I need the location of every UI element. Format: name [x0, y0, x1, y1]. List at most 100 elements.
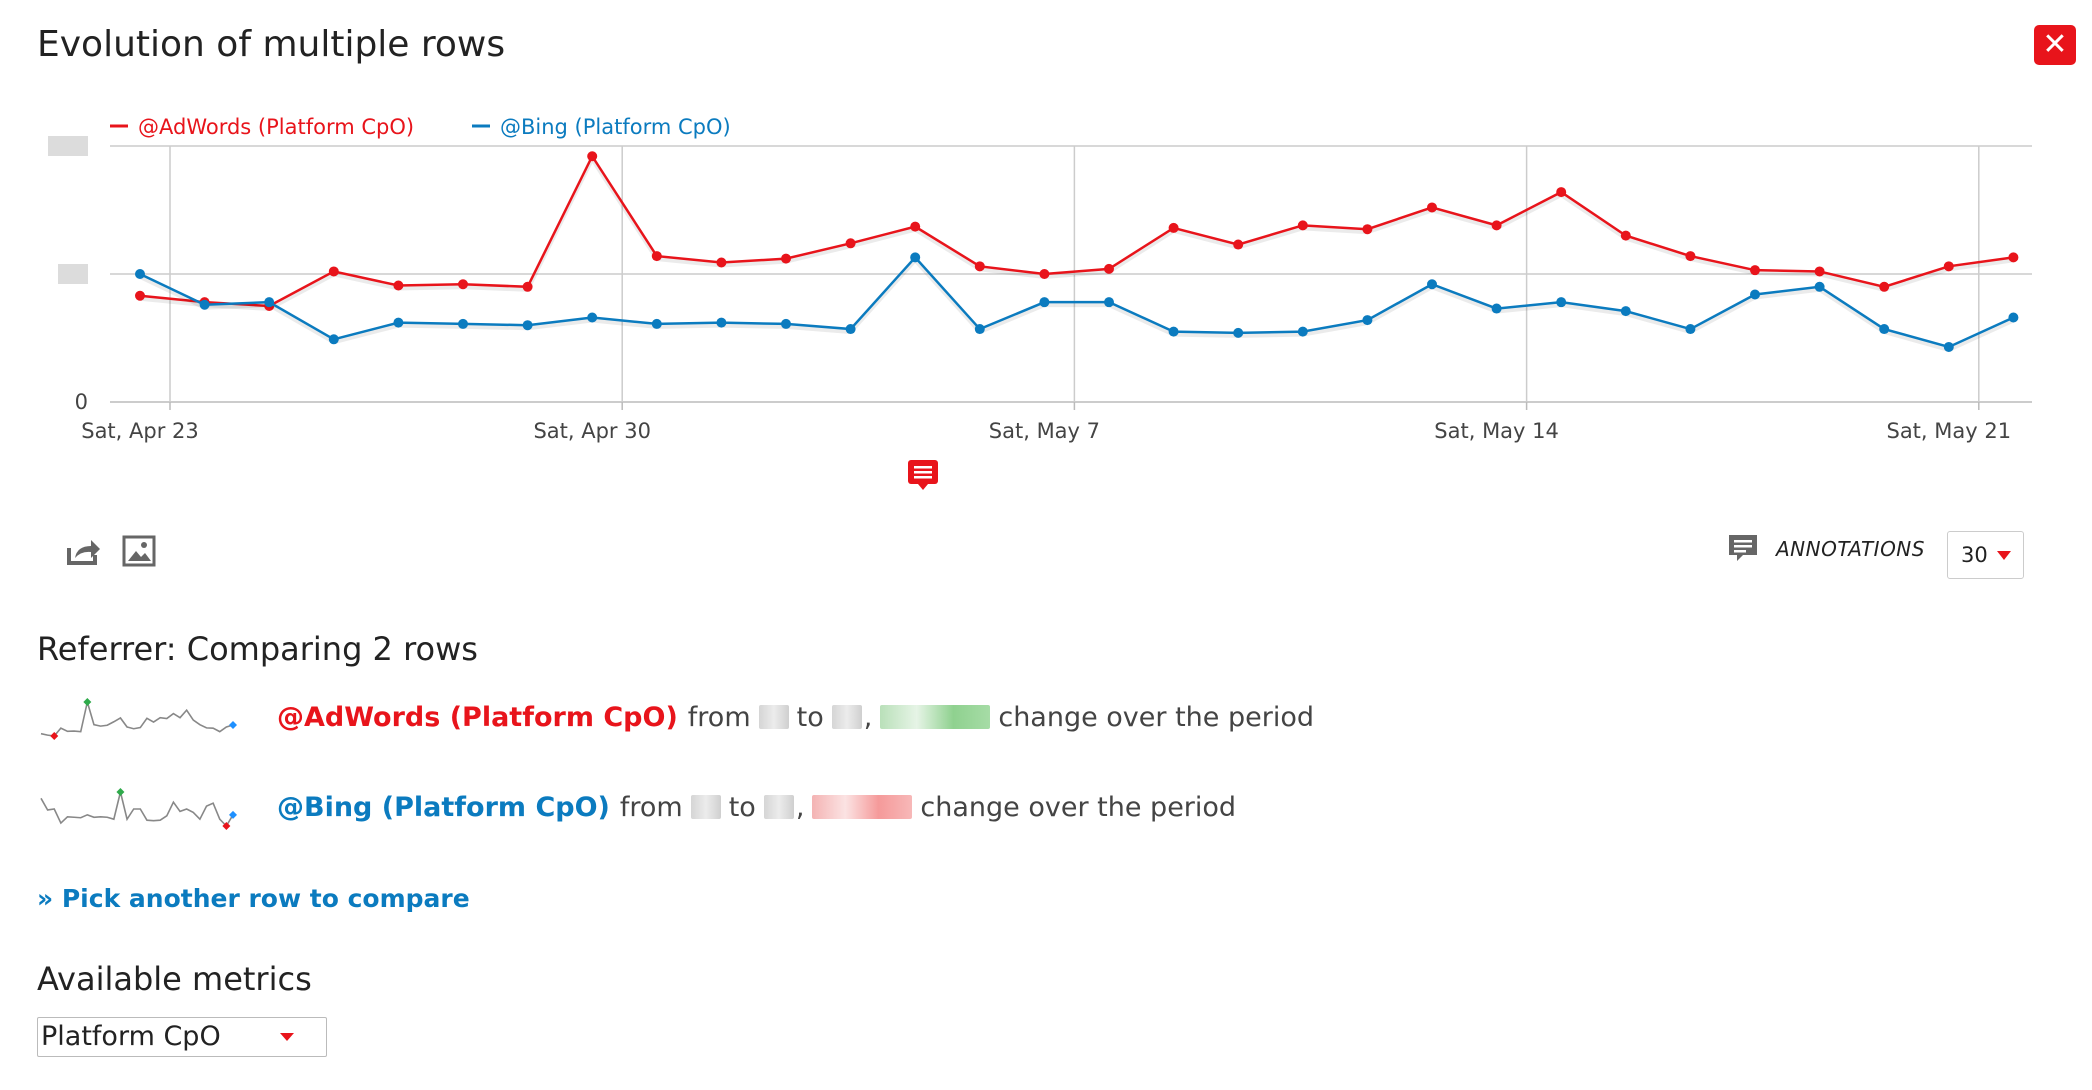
data-point	[522, 281, 533, 292]
data-point	[974, 324, 985, 335]
data-point	[716, 317, 727, 328]
data-point	[2008, 252, 2019, 263]
to-text: to	[796, 701, 824, 733]
data-point	[1620, 306, 1631, 317]
redacted-change	[812, 795, 913, 819]
data-point	[910, 221, 921, 232]
data-point	[1168, 222, 1179, 233]
data-point	[1685, 324, 1696, 335]
data-point	[458, 318, 468, 329]
data-point	[1362, 315, 1373, 326]
row-name[interactable]: @AdWords (Platform CpO)	[277, 701, 678, 733]
data-point	[2008, 312, 2019, 323]
evolution-chart: Sat, Apr 23 Sat, Apr 30 Sat, May 7 Sat, May…	[0, 100, 2092, 500]
sparkline-max-point	[116, 788, 125, 796]
data-point	[1814, 281, 1825, 292]
sparkline-min-point	[222, 822, 231, 830]
data-point	[974, 261, 985, 272]
data-point	[458, 279, 468, 290]
sparkline	[40, 788, 237, 830]
data-point	[393, 317, 404, 328]
export-icon[interactable]	[64, 532, 102, 570]
series-line	[139, 255, 2014, 349]
data-point	[1233, 239, 1244, 250]
data-point	[1233, 327, 1244, 338]
annotation-marker-line	[914, 476, 932, 479]
metric-select[interactable]: Platform CpO	[37, 1017, 327, 1057]
data-point	[1104, 263, 1114, 274]
data-point	[1685, 251, 1696, 262]
comparison-title: Referrer: Comparing 2 rows	[37, 630, 478, 668]
data-point	[264, 297, 275, 308]
data-point	[1879, 281, 1890, 292]
data-point	[587, 151, 598, 162]
redacted-value	[758, 705, 789, 729]
data-point	[781, 318, 791, 329]
data-point	[845, 238, 856, 249]
comma-text: ,	[863, 701, 873, 733]
redacted-value	[831, 705, 862, 729]
comparison-row: @AdWords (Platform CpO) from to , change…	[37, 692, 1314, 742]
chevron-down-icon	[1997, 551, 2011, 560]
series-line	[139, 153, 2014, 308]
data-point	[199, 299, 210, 310]
data-point	[522, 320, 533, 331]
data-point	[328, 266, 339, 277]
annotation-marker-line	[914, 471, 932, 474]
data-point	[1039, 269, 1050, 279]
change-suffix: change over the period	[920, 791, 1237, 823]
annotation-marker-tail	[918, 484, 928, 490]
data-point	[1556, 187, 1567, 198]
data-point	[1297, 220, 1308, 231]
redacted-value	[763, 795, 794, 819]
annotations-control: ANNOTATIONS	[1726, 532, 1925, 566]
comma-text: ,	[795, 791, 805, 823]
close-button[interactable]: ✕	[2034, 25, 2076, 65]
annotations-label[interactable]: ANNOTATIONS	[1776, 537, 1925, 561]
data-point	[1168, 326, 1179, 337]
annotation-icon[interactable]	[1726, 532, 1760, 566]
sparkline-last-point	[229, 720, 237, 729]
chart-toolbar	[64, 532, 158, 570]
comparison-row: @Bing (Platform CpO) from to , change ov…	[37, 782, 1236, 832]
data-point	[1943, 341, 1954, 352]
y-tick-label: 0	[75, 390, 88, 414]
data-point	[1104, 297, 1114, 308]
data-point	[1491, 220, 1502, 231]
data-point	[651, 318, 662, 329]
dialog-title: Evolution of multiple rows	[37, 24, 506, 65]
data-point	[393, 280, 404, 291]
data-point	[1491, 303, 1502, 314]
x-tick-label: Sat, Apr 23	[81, 419, 199, 443]
series-shadow	[139, 257, 2015, 353]
data-point	[1427, 202, 1437, 213]
annotation-marker-line	[914, 466, 932, 469]
sparkline-max-point	[83, 698, 92, 706]
image-icon[interactable]	[120, 532, 158, 570]
metric-value: Platform CpO	[41, 1021, 221, 1052]
from-text: from	[619, 791, 683, 823]
sparkline-path	[40, 701, 234, 737]
metrics-title: Available metrics	[37, 960, 312, 998]
to-text: to	[728, 791, 756, 823]
data-point	[716, 257, 727, 268]
data-point	[1750, 289, 1760, 300]
x-tick-label: Sat, May 21	[1886, 419, 2011, 443]
data-point	[1814, 266, 1825, 277]
legend-entry: @AdWords (Platform CpO)	[138, 115, 414, 139]
data-point	[1879, 324, 1890, 335]
x-tick-label: Sat, May 14	[1434, 419, 1559, 443]
pick-row-link[interactable]: » Pick another row to compare	[37, 884, 470, 913]
redacted-change	[880, 705, 991, 729]
data-point	[845, 324, 856, 335]
x-tick-label: Sat, Apr 30	[533, 419, 651, 443]
data-point	[1943, 261, 1954, 272]
data-point	[587, 312, 598, 323]
x-tick-label: Sat, May 7	[989, 419, 1100, 443]
data-point	[1362, 224, 1373, 235]
period-select[interactable]: 30	[1947, 531, 2024, 579]
data-point	[910, 252, 921, 263]
change-suffix: change over the period	[998, 701, 1314, 733]
row-name[interactable]: @Bing (Platform CpO)	[277, 791, 610, 823]
data-point	[328, 334, 339, 345]
